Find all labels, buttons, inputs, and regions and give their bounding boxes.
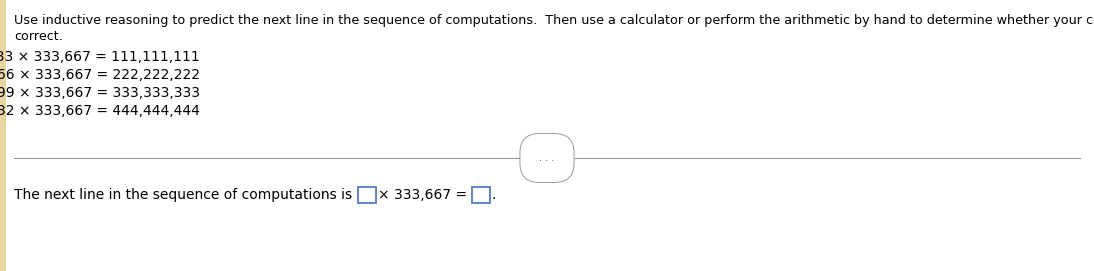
Text: 1,332 × 333,667 = 444,444,444: 1,332 × 333,667 = 444,444,444 bbox=[0, 104, 200, 118]
Text: 333 × 333,667 = 111,111,111: 333 × 333,667 = 111,111,111 bbox=[0, 50, 200, 64]
Text: Use inductive reasoning to predict the next line in the sequence of computations: Use inductive reasoning to predict the n… bbox=[14, 14, 1094, 27]
Bar bbox=[358, 187, 375, 203]
Text: .: . bbox=[491, 188, 496, 202]
Text: The next line in the sequence of computations is: The next line in the sequence of computa… bbox=[14, 188, 357, 202]
Bar bbox=[0, 0, 5, 271]
Bar bbox=[472, 187, 490, 203]
Text: × 333,667 =: × 333,667 = bbox=[377, 188, 472, 202]
Text: 666 × 333,667 = 222,222,222: 666 × 333,667 = 222,222,222 bbox=[0, 68, 200, 82]
Text: . . .: . . . bbox=[539, 153, 555, 163]
Text: 999 × 333,667 = 333,333,333: 999 × 333,667 = 333,333,333 bbox=[0, 86, 200, 100]
Text: correct.: correct. bbox=[14, 30, 62, 43]
